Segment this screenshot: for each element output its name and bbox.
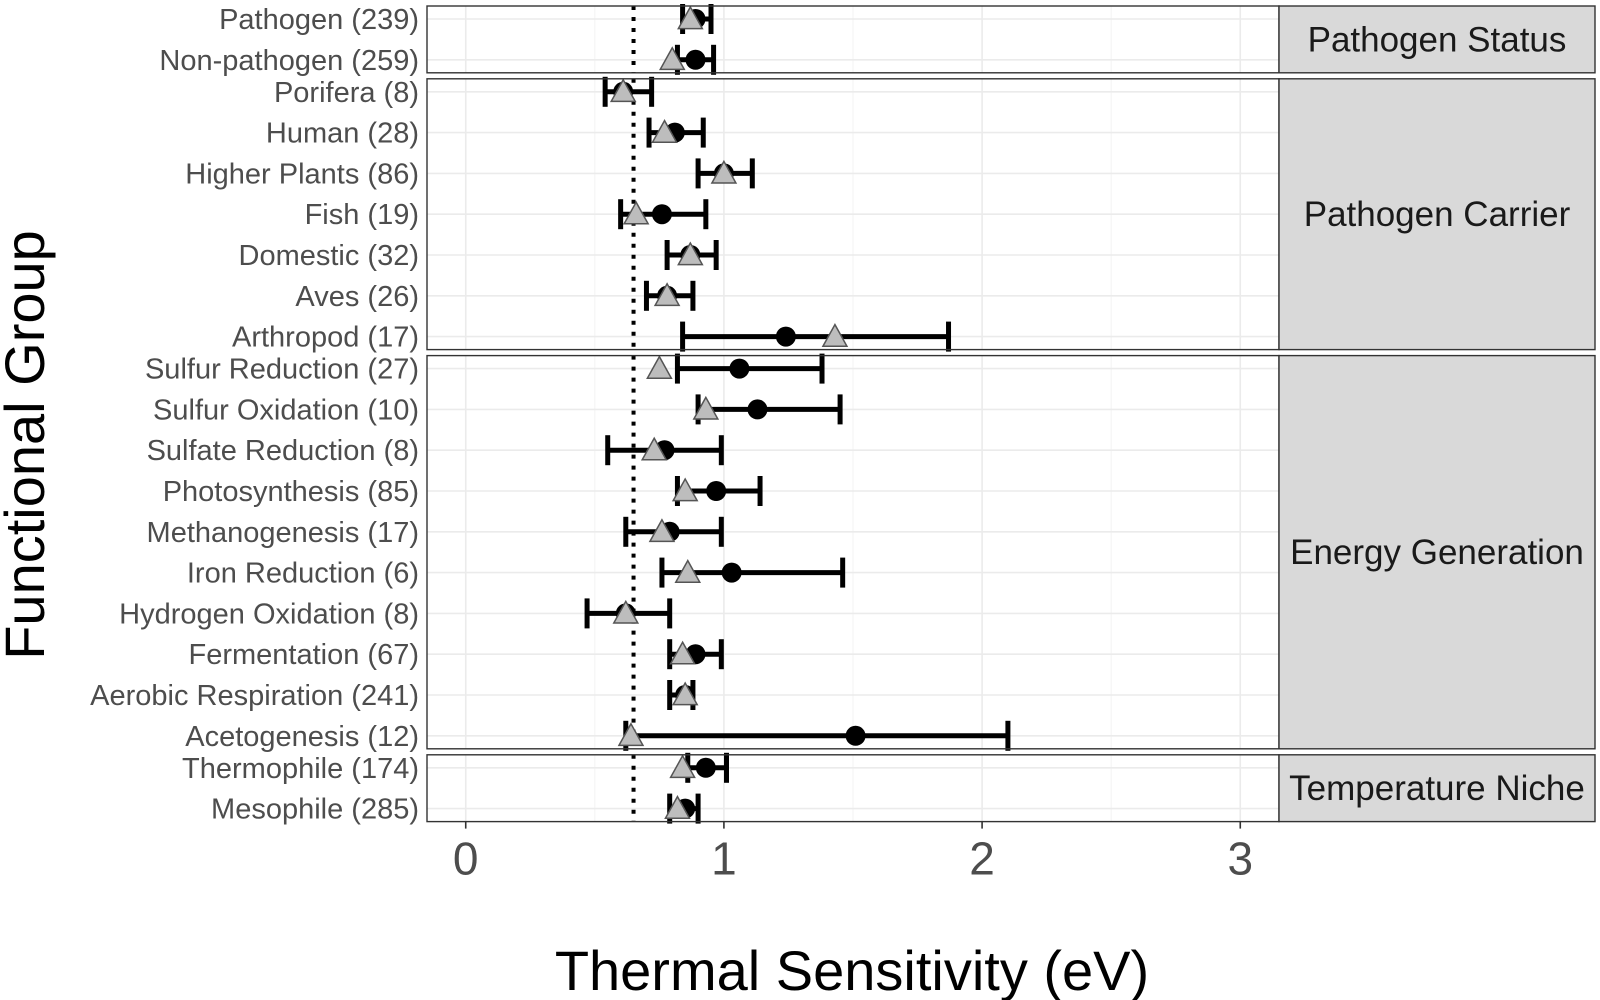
- data-row: Non-pathogen (259): [159, 44, 717, 77]
- panel-1: Porifera (8) Human (28) Higher Plants (86)…: [185, 76, 1596, 354]
- circle-point: [729, 358, 750, 379]
- category-label: Mesophile (285): [211, 794, 419, 826]
- data-row: Photosynthesis (85): [163, 476, 763, 508]
- category-label: Higher Plants (86): [185, 158, 419, 190]
- circle-point: [721, 562, 742, 583]
- category-label: Sulfate Reduction (8): [147, 435, 419, 467]
- triangle-point: [677, 5, 704, 30]
- data-row: Pathogen (239): [219, 4, 714, 36]
- triangle-point: [651, 119, 678, 143]
- panels-layer: Pathogen (239) Non-pathogen (259) Pathogen…: [90, 4, 1596, 826]
- triangle-point: [648, 518, 676, 543]
- data-row: Aves (26): [295, 280, 696, 313]
- category-label: Acetogenesis (12): [185, 721, 419, 753]
- strip-background: [1278, 5, 1596, 74]
- panel-0: Pathogen (239) Non-pathogen (259) Pathogen…: [159, 4, 1596, 77]
- data-row: Porifera (8): [274, 76, 655, 109]
- triangle-point: [669, 754, 696, 779]
- data-row: Mesophile (285): [211, 793, 701, 826]
- x-tick-label: 3: [1227, 833, 1253, 885]
- circle-point: [775, 326, 796, 347]
- triangle-point: [640, 436, 668, 461]
- x-axis: 0 1 2 3: [453, 821, 1253, 885]
- data-row: Aerobic Respiration (241): [90, 680, 699, 712]
- category-label: Methanogenesis (17): [147, 517, 419, 549]
- triangle-point: [646, 355, 673, 379]
- triangle-point: [612, 599, 640, 624]
- category-label: Arthropod (17): [232, 322, 419, 354]
- category-label: Sulfur Oxidation (10): [153, 394, 419, 426]
- triangle-point: [671, 681, 699, 706]
- data-row: Human (28): [266, 117, 706, 150]
- data-row: Fermentation (67): [189, 639, 724, 671]
- category-label: Hydrogen Oxidation (8): [119, 598, 419, 630]
- triangle-point: [674, 559, 702, 583]
- strip-background: [1278, 754, 1596, 823]
- strip-label: Pathogen Status: [1308, 20, 1567, 59]
- circle-point: [706, 481, 727, 501]
- triangle-point: [669, 640, 696, 665]
- strip-background: [1278, 78, 1596, 351]
- y-axis-title: Functional Group: [0, 230, 56, 660]
- circle-point: [747, 399, 768, 420]
- data-row: Hydrogen Oxidation (8): [119, 598, 673, 630]
- strip-label: Pathogen Carrier: [1304, 195, 1571, 234]
- category-label: Domestic (32): [239, 240, 420, 272]
- circle-point: [651, 204, 672, 225]
- triangle-point: [609, 78, 637, 103]
- triangle-point: [622, 200, 650, 225]
- x-tick-label: 2: [969, 833, 995, 885]
- category-label: Iron Reduction (6): [187, 558, 419, 590]
- data-row: Acetogenesis (12): [185, 720, 1011, 753]
- strip-background: [1278, 354, 1596, 750]
- category-label: Non-pathogen (259): [159, 45, 419, 77]
- panel-2: Sulfur Reduction (27) Sulfur Oxidation (1…: [90, 353, 1596, 753]
- strip-label: Energy Generation: [1290, 533, 1584, 572]
- circle-point: [685, 49, 706, 70]
- triangle-point: [692, 395, 720, 420]
- data-row: Iron Reduction (6): [187, 557, 846, 590]
- data-row: Thermophile (174): [182, 752, 729, 785]
- category-label: Human (28): [266, 118, 419, 150]
- triangle-point: [658, 46, 686, 71]
- category-label: Pathogen (239): [219, 4, 419, 36]
- circle-point: [845, 725, 866, 746]
- category-label: Photosynthesis (85): [163, 476, 419, 508]
- category-label: Fish (19): [305, 199, 419, 231]
- triangle-point: [821, 323, 849, 347]
- category-label: Fermentation (67): [189, 639, 420, 671]
- x-tick-label: 0: [453, 833, 479, 885]
- x-tick-label: 1: [711, 833, 737, 885]
- data-row: Domestic (32): [239, 240, 719, 272]
- triangle-point: [653, 282, 681, 307]
- strip-label: Temperature Niche: [1289, 769, 1585, 808]
- category-label: Aerobic Respiration (241): [90, 680, 419, 712]
- category-label: Aves (26): [295, 281, 419, 313]
- triangle-point: [664, 795, 691, 819]
- triangle-point: [671, 477, 699, 502]
- data-row: Sulfate Reduction (8): [147, 435, 724, 467]
- category-label: Thermophile (174): [182, 753, 419, 785]
- data-row: Arthropod (17): [232, 321, 952, 354]
- x-axis-title: Thermal Sensitivity (eV): [555, 939, 1149, 1000]
- triangle-point: [617, 722, 645, 747]
- circle-point: [695, 757, 716, 778]
- panel-3: Thermophile (174) Mesophile (285) Temperat…: [182, 752, 1596, 826]
- data-row: Fish (19): [305, 199, 709, 231]
- category-label: Porifera (8): [274, 77, 419, 109]
- data-row: Higher Plants (86): [185, 158, 755, 190]
- category-label: Sulfur Reduction (27): [145, 354, 419, 386]
- data-row: Sulfur Reduction (27): [145, 353, 825, 386]
- triangle-point: [710, 159, 738, 184]
- triangle-point: [677, 241, 704, 266]
- data-row: Sulfur Oxidation (10): [153, 394, 843, 426]
- data-row: Methanogenesis (17): [147, 516, 724, 549]
